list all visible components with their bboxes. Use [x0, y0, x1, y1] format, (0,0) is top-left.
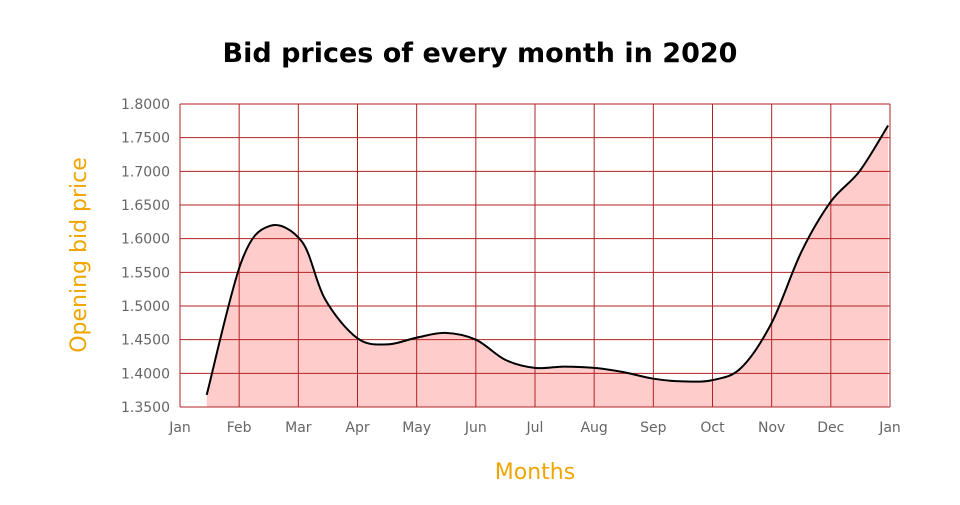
- x-tick-label: Jan: [168, 420, 191, 436]
- x-tick-label: Nov: [758, 420, 785, 436]
- x-tick-label: Mar: [285, 420, 312, 436]
- x-tick-label: Sep: [640, 420, 667, 436]
- y-tick-label: 1.8000: [121, 97, 170, 113]
- y-tick-label: 1.5000: [121, 299, 170, 315]
- y-tick-label: 1.7500: [121, 131, 170, 147]
- area-fill-layer: [206, 125, 889, 407]
- y-tick-labels: 1.3500 1.4000 1.4500 1.5000 1.5500 1.6000 1.65…: [121, 97, 170, 416]
- y-tick-label: 1.4000: [121, 366, 170, 382]
- x-tick-label: Oct: [700, 420, 725, 436]
- y-tick-label: 1.6000: [121, 232, 170, 248]
- x-tick-label: Dec: [817, 420, 844, 436]
- y-tick-label: 1.6500: [121, 198, 170, 214]
- series-line: [205, 124, 889, 396]
- y-tick-label: 1.4500: [121, 333, 170, 349]
- x-axis-title: Months: [495, 460, 575, 485]
- x-tick-label: Jun: [464, 420, 487, 436]
- series-area: [206, 125, 889, 407]
- line-layer: [205, 124, 889, 396]
- x-tick-label: Apr: [345, 420, 369, 436]
- x-tick-label: Jul: [526, 420, 544, 436]
- x-tick-label: Jan: [878, 420, 901, 436]
- y-tick-label: 1.3500: [121, 400, 170, 416]
- y-axis-title: Opening bid price: [67, 157, 92, 353]
- y-tick-label: 1.5500: [121, 265, 170, 281]
- chart-title: Bid prices of every month in 2020: [223, 38, 738, 69]
- y-tick-label: 1.7000: [121, 164, 170, 180]
- x-tick-label: Feb: [227, 420, 252, 436]
- x-tick-labels: Jan Feb Mar Apr May Jun Jul Aug Sep Oct Nov Dec Jan: [168, 420, 901, 436]
- x-tick-label: Aug: [580, 420, 607, 436]
- x-tick-label: May: [402, 420, 431, 436]
